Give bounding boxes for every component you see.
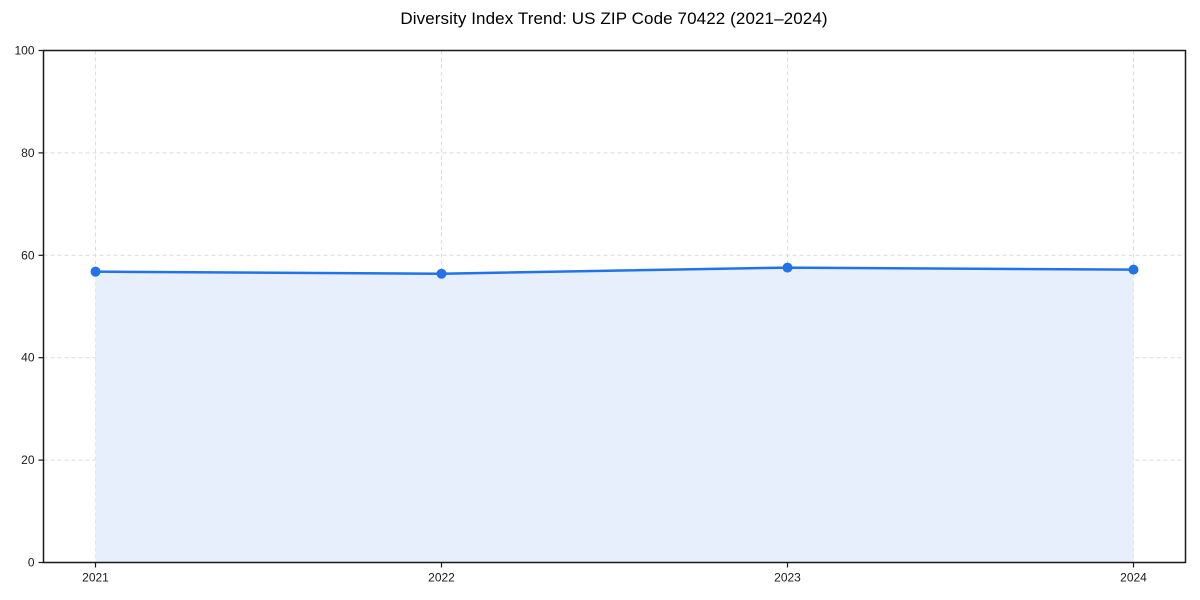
y-tick-label: 40 xyxy=(21,351,35,365)
chart-title: Diversity Index Trend: US ZIP Code 70422… xyxy=(400,9,828,28)
plot-border xyxy=(42,49,1187,564)
y-tick-label: 60 xyxy=(21,248,35,262)
x-tick-label: 2023 xyxy=(774,571,801,585)
y-tick-label: 80 xyxy=(21,146,35,160)
area-fill xyxy=(95,267,1134,563)
data-point-marker xyxy=(436,268,447,279)
trend-line xyxy=(94,266,1135,275)
y-tick-label: 100 xyxy=(14,44,34,58)
data-point-marker xyxy=(1128,264,1139,275)
y-tick-label: 0 xyxy=(28,556,35,570)
data-point-marker xyxy=(90,266,101,277)
x-tick-label: 2021 xyxy=(82,571,109,585)
x-tick-label: 2022 xyxy=(428,571,455,585)
y-tick-label: 20 xyxy=(21,453,35,467)
data-point-marker xyxy=(782,262,793,273)
x-tick-label: 2024 xyxy=(1120,571,1147,585)
